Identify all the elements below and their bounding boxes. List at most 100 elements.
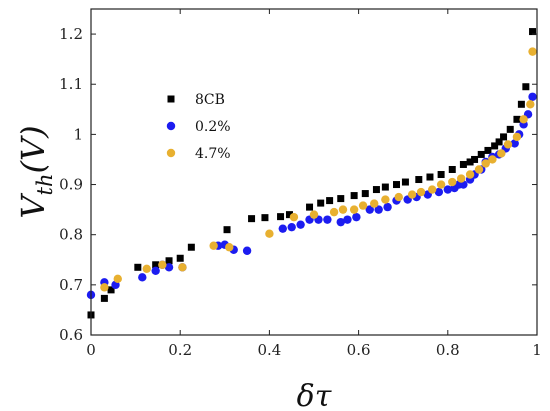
- data-point-8cb: [261, 214, 269, 222]
- data-point-4-7-: [209, 241, 218, 250]
- legend-marker-0-2-: [166, 121, 176, 131]
- data-point-8cb: [459, 160, 467, 168]
- data-point-8cb: [466, 158, 474, 166]
- data-point-0-2-: [528, 92, 537, 101]
- data-point-8cb: [495, 138, 503, 146]
- data-point-4-7-: [465, 170, 475, 179]
- data-point-4-7-: [528, 47, 537, 56]
- data-markers: [86, 28, 537, 319]
- legend-label-0-2-: 0.2%: [195, 119, 231, 135]
- data-point-4-7-: [349, 205, 359, 214]
- data-point-8cb: [448, 165, 456, 173]
- data-point-4-7-: [456, 174, 466, 183]
- y-tick-label: 0.9: [59, 176, 83, 194]
- x-tick-label: 0.8: [436, 341, 460, 359]
- y-axis-label: Vth(V): [14, 125, 57, 218]
- data-point-8cb: [350, 192, 358, 200]
- data-point-0-2-: [296, 220, 305, 229]
- y-tick-label: 1.2: [59, 25, 83, 43]
- data-point-0-2-: [352, 212, 361, 222]
- x-tick-label: 1: [532, 341, 542, 359]
- data-point-0-2-: [434, 187, 444, 197]
- data-point-8cb: [317, 199, 325, 207]
- data-point-8cb: [361, 190, 369, 198]
- data-point-8cb: [506, 125, 514, 133]
- data-point-8cb: [381, 183, 389, 191]
- data-point-8cb: [326, 197, 334, 205]
- data-point-8cb: [152, 261, 160, 269]
- data-point-8cb: [471, 155, 479, 163]
- x-tick-label: 0.2: [168, 341, 192, 359]
- x-tick-label: 0.4: [257, 341, 281, 359]
- data-point-4-7-: [488, 155, 497, 164]
- data-point-8cb: [513, 115, 521, 123]
- data-point-4-7-: [512, 132, 522, 142]
- x-tick-label: 0: [86, 341, 96, 359]
- data-point-4-7-: [265, 229, 274, 238]
- data-point-8cb: [401, 178, 409, 186]
- data-point-4-7-: [448, 177, 457, 187]
- legend-marker-8cb: [167, 95, 175, 103]
- data-point-4-7-: [436, 180, 446, 189]
- data-point-4-7-: [394, 192, 403, 202]
- data-point-4-7-: [309, 210, 319, 219]
- data-point-8cb: [277, 213, 285, 221]
- data-point-4-7-: [427, 185, 437, 194]
- data-point-0-2-: [323, 215, 332, 224]
- plot-frame: [90, 8, 538, 336]
- data-point-8cb: [491, 142, 499, 150]
- data-point-4-7-: [358, 201, 368, 210]
- data-point-8cb: [426, 173, 434, 181]
- data-point-8cb: [176, 254, 184, 262]
- data-point-8cb: [522, 83, 530, 91]
- data-point-0-2-: [242, 246, 252, 255]
- data-point-4-7-: [289, 212, 299, 222]
- data-point-0-2-: [443, 185, 452, 194]
- data-point-8cb: [500, 133, 508, 141]
- y-tick-label: 0.7: [59, 276, 83, 294]
- data-point-4-7-: [497, 149, 506, 158]
- data-point-4-7-: [481, 159, 490, 168]
- data-point-4-7-: [100, 283, 109, 292]
- data-point-8cb: [337, 195, 345, 203]
- data-point-4-7-: [407, 190, 417, 199]
- data-point-8cb: [248, 215, 256, 223]
- data-point-0-2-: [343, 215, 352, 224]
- data-point-8cb: [477, 150, 485, 158]
- legend: 8CB 0.2% 4.7%: [166, 92, 231, 162]
- data-point-0-2-: [164, 263, 174, 272]
- data-point-0-2-: [336, 217, 345, 227]
- data-point-8cb: [437, 171, 445, 179]
- data-point-0-2-: [365, 205, 374, 214]
- data-point-4-7-: [113, 274, 122, 284]
- y-axis-label-main: V: [14, 193, 52, 219]
- data-point-4-7-: [158, 260, 167, 269]
- data-point-0-2-: [374, 205, 383, 214]
- x-axis-label: δτ: [297, 379, 332, 411]
- data-point-4-7-: [381, 195, 390, 204]
- legend-label-4-7-: 4.7%: [195, 146, 231, 162]
- legend-marker-4-7-: [166, 148, 176, 158]
- data-point-4-7-: [178, 263, 187, 272]
- data-point-8cb: [517, 100, 525, 108]
- data-point-8cb: [107, 286, 115, 294]
- y-tick-label: 1: [73, 125, 83, 143]
- data-point-4-7-: [526, 100, 535, 109]
- plot-area: [91, 9, 537, 335]
- data-point-8cb: [372, 186, 380, 194]
- data-point-0-2-: [383, 202, 392, 212]
- data-point-4-7-: [503, 140, 513, 149]
- data-point-8cb: [484, 146, 492, 154]
- data-point-4-7-: [474, 165, 484, 174]
- data-point-8cb: [285, 211, 293, 219]
- data-point-0-2-: [278, 224, 287, 233]
- data-point-0-2-: [287, 222, 296, 232]
- data-point-8cb: [306, 203, 314, 211]
- data-point-0-2-: [138, 273, 147, 282]
- data-point-4-7-: [225, 243, 234, 252]
- data-point-0-2-: [151, 266, 160, 276]
- x-axis-ticks: 0 0.2 0.4 0.6 0.8 1: [86, 9, 542, 359]
- data-point-8cb: [529, 28, 537, 36]
- data-point-4-7-: [329, 207, 339, 217]
- x-tick-label: 0.6: [347, 341, 371, 359]
